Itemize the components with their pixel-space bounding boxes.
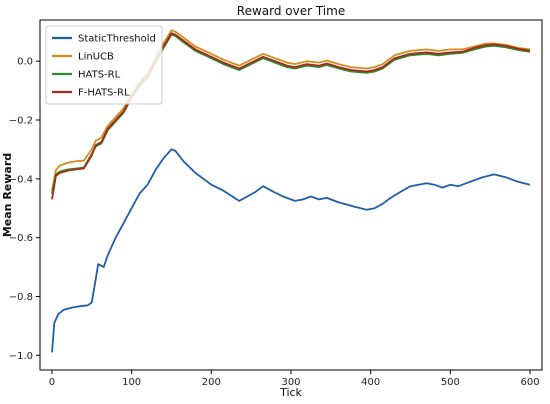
series-line-f-hats-rl [51,32,531,200]
legend-label: F-HATS-RL [78,88,130,99]
x-tick-label: 600 [521,377,540,388]
y-tick-label: −0.2 [9,116,33,127]
legend: StaticThreshold LinUCB HATS-RL F-HATS-RL [45,25,163,105]
series-lines [51,29,531,353]
x-axis-label: Tick [279,386,302,399]
x-tick-label: 400 [361,377,380,388]
legend-label: LinUCB [78,52,114,63]
y-tick-label: 0.0 [17,57,33,68]
y-tick-label: −1.0 [9,351,33,362]
y-tick-label: −0.8 [9,292,33,303]
series-line-linucb [51,29,531,191]
x-tick-label: 0 [49,377,55,388]
legend-box [45,25,163,105]
chart-title: Reward over Time [237,4,345,18]
x-tick-label: 100 [122,377,141,388]
x-tick-label: 300 [281,377,300,388]
y-axis: −1.0 −0.8 −0.6 −0.4 −0.2 0.0 [9,57,40,362]
legend-label: StaticThreshold [78,34,156,45]
series-line-hats-rl [51,33,531,194]
y-axis-label: Mean Reward [1,153,14,237]
x-axis: 0 100 200 300 400 500 600 [49,370,540,388]
y-tick-label: −0.4 [9,174,33,185]
x-tick-label: 500 [441,377,460,388]
x-tick-label: 200 [202,377,221,388]
series-line-staticthreshold [51,148,531,353]
y-tick-label: −0.6 [9,233,33,244]
legend-label: HATS-RL [78,70,121,81]
